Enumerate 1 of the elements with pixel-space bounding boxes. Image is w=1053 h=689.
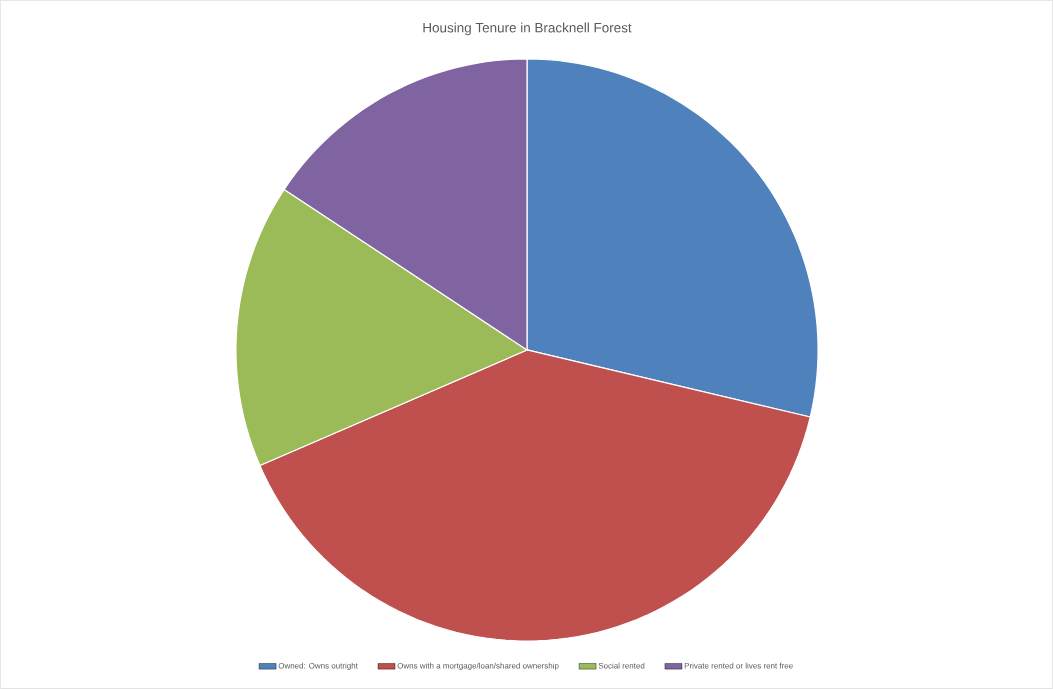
chart-title: Housing Tenure in Bracknell Forest [423, 22, 632, 36]
